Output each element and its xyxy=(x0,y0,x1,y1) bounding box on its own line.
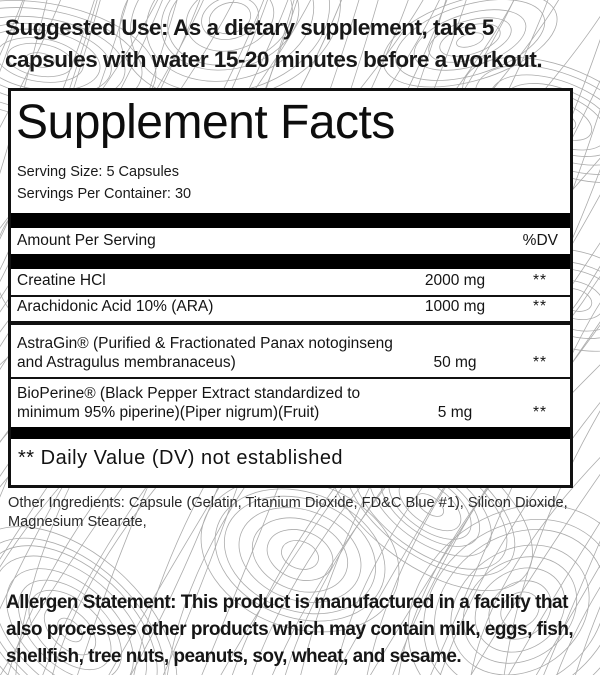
ingredient-dv: ** xyxy=(532,354,548,371)
panel-title: Supplement Facts xyxy=(16,96,395,149)
ingredient-name: AstraGin® (Purified & Fractionated Panax… xyxy=(17,335,393,371)
ingredient-row: Creatine HCl 2000 mg ** xyxy=(11,269,570,297)
ingredient-row: BioPerine® (Black Pepper Extract standar… xyxy=(11,379,570,427)
ingredient-name: Arachidonic Acid 10% (ARA) xyxy=(17,298,214,315)
ingredient-name: Creatine HCl xyxy=(17,272,106,289)
allergen-statement-text: Allergen Statement: This product is manu… xyxy=(6,592,574,667)
ingredient-amount: 2000 mg xyxy=(424,272,486,289)
ingredient-amount: 1000 mg xyxy=(424,298,486,315)
ingredient-row: AstraGin® (Purified & Fractionated Panax… xyxy=(11,325,570,379)
other-ingredients-text: Other Ingredients: Capsule (Gelatin, Tit… xyxy=(8,495,568,531)
ingredient-amount: 5 mg xyxy=(437,404,473,421)
dv-header: %DV xyxy=(522,232,558,249)
ingredient-amount: 50 mg xyxy=(433,354,477,371)
ingredient-row: Arachidonic Acid 10% (ARA) 1000 mg ** xyxy=(11,297,570,325)
servings-per-container: Servings Per Container: 30 xyxy=(17,186,192,202)
ingredient-name: BioPerine® (Black Pepper Extract standar… xyxy=(17,385,361,421)
divider-bar-header xyxy=(11,254,570,269)
daily-value-footnote: ** Daily Value (DV) not established xyxy=(18,447,344,469)
ingredient-dv: ** xyxy=(532,298,548,315)
suggested-use-text: Suggested Use: As a dietary supplement, … xyxy=(5,15,543,72)
column-header-row: Amount Per Serving %DV xyxy=(11,228,570,254)
supplement-facts-panel: Supplement Facts Serving Size: 5 Capsule… xyxy=(8,88,573,488)
serving-size: Serving Size: 5 Capsules xyxy=(17,164,179,180)
divider-bar-footnote xyxy=(11,427,570,439)
divider-bar-top xyxy=(11,213,570,228)
amount-per-serving-header: Amount Per Serving xyxy=(17,232,156,249)
ingredient-dv: ** xyxy=(532,404,548,421)
ingredient-dv: ** xyxy=(532,272,548,289)
